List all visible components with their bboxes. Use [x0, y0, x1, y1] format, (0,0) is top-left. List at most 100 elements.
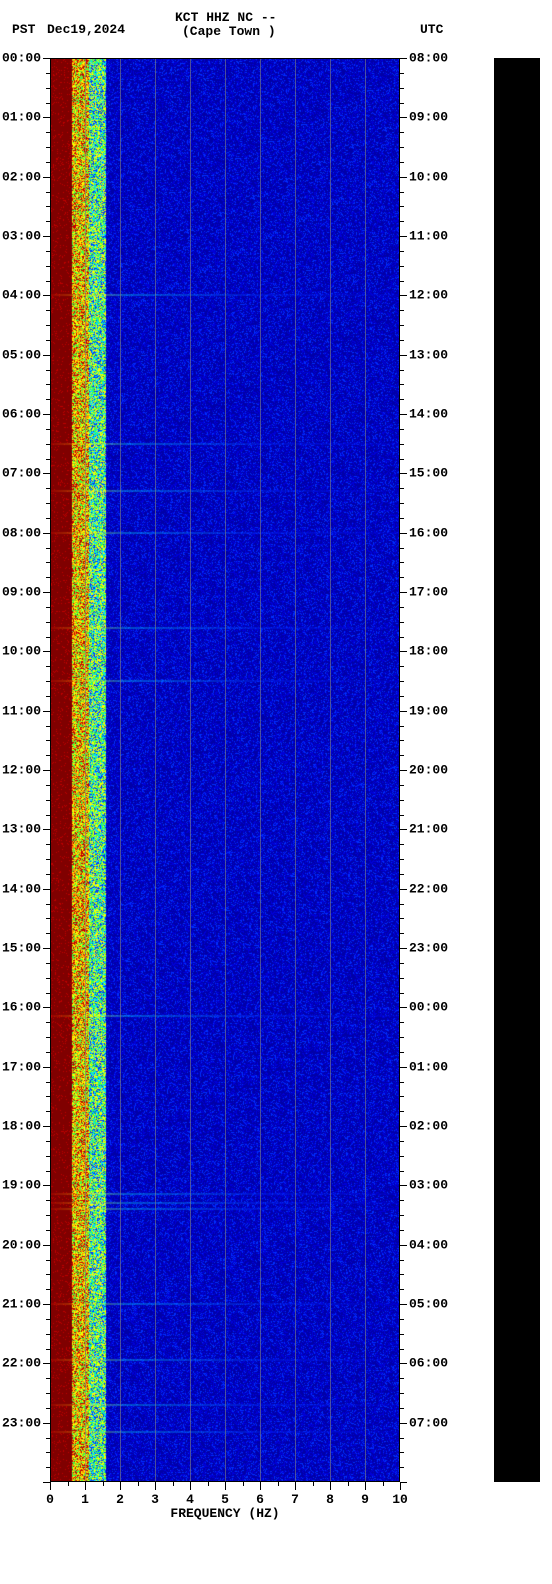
time-tick-minor — [46, 384, 50, 385]
x-tick-label: 3 — [151, 1492, 159, 1507]
time-tick — [43, 177, 50, 178]
time-label: 07:00 — [2, 466, 41, 481]
time-tick-minor — [400, 444, 404, 445]
time-tick — [43, 592, 50, 593]
time-tick-minor — [400, 518, 404, 519]
time-label: 08:00 — [409, 51, 448, 66]
x-tick-minor — [173, 1482, 174, 1486]
time-label: 20:00 — [409, 763, 448, 778]
time-tick — [43, 711, 50, 712]
time-label: 05:00 — [2, 347, 41, 362]
time-tick — [400, 58, 407, 59]
time-tick — [400, 889, 407, 890]
pst-time-axis: 00:0001:0002:0003:0004:0005:0006:0007:00… — [0, 58, 50, 1482]
time-tick-minor — [400, 370, 404, 371]
time-label: 05:00 — [409, 1297, 448, 1312]
time-tick — [400, 414, 407, 415]
time-tick-minor — [46, 399, 50, 400]
time-tick-minor — [400, 815, 404, 816]
time-tick-minor — [46, 1156, 50, 1157]
time-tick-minor — [46, 1438, 50, 1439]
time-tick-minor — [46, 1096, 50, 1097]
colorbar-tick — [540, 129, 544, 130]
time-tick-minor — [400, 1378, 404, 1379]
time-tick-minor — [46, 1378, 50, 1379]
time-tick-minor — [46, 444, 50, 445]
time-tick-minor — [46, 874, 50, 875]
time-label: 12:00 — [2, 763, 41, 778]
time-tick-minor — [46, 518, 50, 519]
time-tick-minor — [400, 459, 404, 460]
time-label: 23:00 — [2, 1415, 41, 1430]
time-tick-minor — [400, 488, 404, 489]
time-tick-minor — [400, 340, 404, 341]
frequency-axis-title: FREQUENCY (HZ) — [50, 1506, 400, 1521]
time-tick-minor — [46, 340, 50, 341]
time-tick-minor — [46, 1452, 50, 1453]
time-tick-minor — [400, 918, 404, 919]
time-tick-minor — [400, 726, 404, 727]
time-tick — [400, 1363, 407, 1364]
time-tick-minor — [400, 147, 404, 148]
time-tick — [400, 295, 407, 296]
time-tick-minor — [400, 696, 404, 697]
time-tick — [400, 1423, 407, 1424]
time-tick — [400, 1482, 407, 1483]
tz-left-label: PST — [12, 22, 35, 37]
time-tick-minor — [46, 1171, 50, 1172]
time-tick-minor — [400, 103, 404, 104]
time-tick-minor — [46, 206, 50, 207]
time-tick — [43, 948, 50, 949]
time-tick-minor — [400, 1274, 404, 1275]
colorbar-tick — [540, 514, 544, 515]
time-label: 19:00 — [409, 703, 448, 718]
x-tick — [120, 1482, 121, 1490]
time-label: 10:00 — [2, 644, 41, 659]
time-tick-minor — [46, 488, 50, 489]
time-label: 01:00 — [409, 1059, 448, 1074]
time-tick-minor — [46, 1349, 50, 1350]
time-label: 14:00 — [409, 407, 448, 422]
time-tick — [400, 1126, 407, 1127]
time-tick — [43, 1185, 50, 1186]
x-tick-minor — [383, 1482, 384, 1486]
time-tick — [400, 1185, 407, 1186]
time-tick-minor — [400, 1334, 404, 1335]
date-label: Dec19,2024 — [47, 22, 125, 37]
time-tick-minor — [46, 1215, 50, 1216]
time-tick-minor — [46, 1334, 50, 1335]
time-label: 21:00 — [409, 822, 448, 837]
time-tick-minor — [46, 162, 50, 163]
time-tick-minor — [400, 132, 404, 133]
time-tick-minor — [400, 325, 404, 326]
time-tick-minor — [400, 1200, 404, 1201]
time-tick-minor — [46, 963, 50, 964]
time-tick — [400, 711, 407, 712]
time-tick — [400, 117, 407, 118]
time-tick-minor — [46, 755, 50, 756]
time-tick-minor — [46, 1393, 50, 1394]
time-tick-minor — [400, 1156, 404, 1157]
time-label: 04:00 — [409, 1237, 448, 1252]
time-tick-minor — [46, 1111, 50, 1112]
time-tick-minor — [46, 844, 50, 845]
time-tick — [400, 1304, 407, 1305]
time-tick — [43, 355, 50, 356]
x-tick-label: 2 — [116, 1492, 124, 1507]
x-tick-label: 4 — [186, 1492, 194, 1507]
time-tick — [43, 889, 50, 890]
time-tick-minor — [400, 384, 404, 385]
time-label: 03:00 — [409, 1178, 448, 1193]
time-label: 02:00 — [409, 1119, 448, 1134]
time-label: 10:00 — [409, 169, 448, 184]
x-tick — [190, 1482, 191, 1490]
time-tick — [43, 1482, 50, 1483]
time-tick-minor — [46, 503, 50, 504]
time-tick-minor — [46, 1200, 50, 1201]
time-tick-minor — [400, 740, 404, 741]
time-tick-minor — [400, 310, 404, 311]
time-tick-minor — [400, 904, 404, 905]
time-tick — [43, 1126, 50, 1127]
time-tick-minor — [400, 548, 404, 549]
time-label: 00:00 — [409, 1000, 448, 1015]
